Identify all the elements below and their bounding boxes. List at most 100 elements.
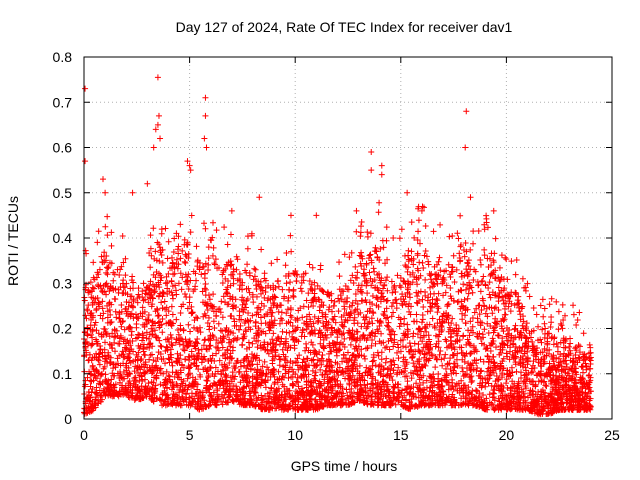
data-point [108,229,115,236]
data-point [184,375,191,382]
data-point [179,393,186,400]
data-point [515,405,522,412]
data-point [382,344,389,351]
data-point [498,383,505,390]
data-point [528,400,535,407]
data-point [242,301,249,308]
data-point [154,306,161,313]
data-point [216,357,223,364]
data-point [444,379,451,386]
data-point [555,308,562,315]
data-point [205,267,212,274]
data-point [160,390,167,397]
data-point [202,281,209,288]
data-point [140,341,147,348]
data-point [158,299,165,306]
data-point [395,364,402,371]
data-point [466,332,473,339]
data-point [201,220,208,227]
data-point [158,343,165,350]
data-point [128,277,135,284]
data-point [438,383,445,390]
data-point [89,405,96,412]
data-point [177,352,184,359]
data-point [143,329,150,336]
data-point [110,361,117,368]
data-point [218,298,225,305]
data-point [207,236,214,243]
data-point [506,356,513,363]
data-point [371,268,378,275]
data-point [352,274,359,281]
data-point [357,381,364,388]
data-point [172,391,179,398]
data-point [500,297,507,304]
data-point [376,199,383,206]
data-point [531,365,538,372]
data-point [504,276,511,283]
data-point [300,356,307,363]
data-point [546,301,553,308]
data-point [459,349,466,356]
data-point [297,285,304,292]
data-point [312,362,319,369]
data-point [203,345,210,352]
data-point [349,302,356,309]
data-point [460,368,467,375]
data-point [371,333,378,340]
data-point [104,232,111,239]
data-point [415,228,422,235]
data-point [389,328,396,335]
data-point [165,308,172,315]
data-point [135,387,142,394]
data-point [462,320,469,327]
data-point [186,339,193,346]
data-point [225,301,232,308]
data-point [498,400,505,407]
data-point [303,297,310,304]
data-point [415,341,422,348]
data-point [546,346,553,353]
data-point [380,285,387,292]
data-point [118,263,125,270]
data-point [184,281,191,288]
data-point [390,343,397,350]
data-point [302,362,309,369]
data-point [291,345,298,352]
data-point [382,359,389,366]
data-point [440,292,447,299]
data-point [290,328,297,335]
data-point [538,398,545,405]
data-point [331,376,338,383]
data-point [208,393,215,400]
data-point [116,374,123,381]
data-point [210,303,217,310]
data-point [374,272,381,279]
data-point [433,340,440,347]
data-point [483,345,490,352]
data-point [220,395,227,402]
data-point [133,364,140,371]
data-point [104,271,111,278]
data-point [107,311,114,318]
data-point [377,318,384,325]
data-point [442,289,449,296]
data-point [587,344,594,351]
data-point [266,389,273,396]
data-point [449,402,456,409]
data-point [123,299,130,306]
data-point [276,341,283,348]
data-point [486,255,493,262]
data-point [526,293,533,300]
data-point [357,229,364,236]
data-point [342,375,349,382]
data-point [209,352,216,359]
data-point [443,312,450,319]
data-point [173,369,180,376]
data-point [339,368,346,375]
data-point [332,393,339,400]
data-point [553,387,560,394]
data-point [522,406,529,413]
data-point [383,224,390,231]
data-point [359,289,366,296]
